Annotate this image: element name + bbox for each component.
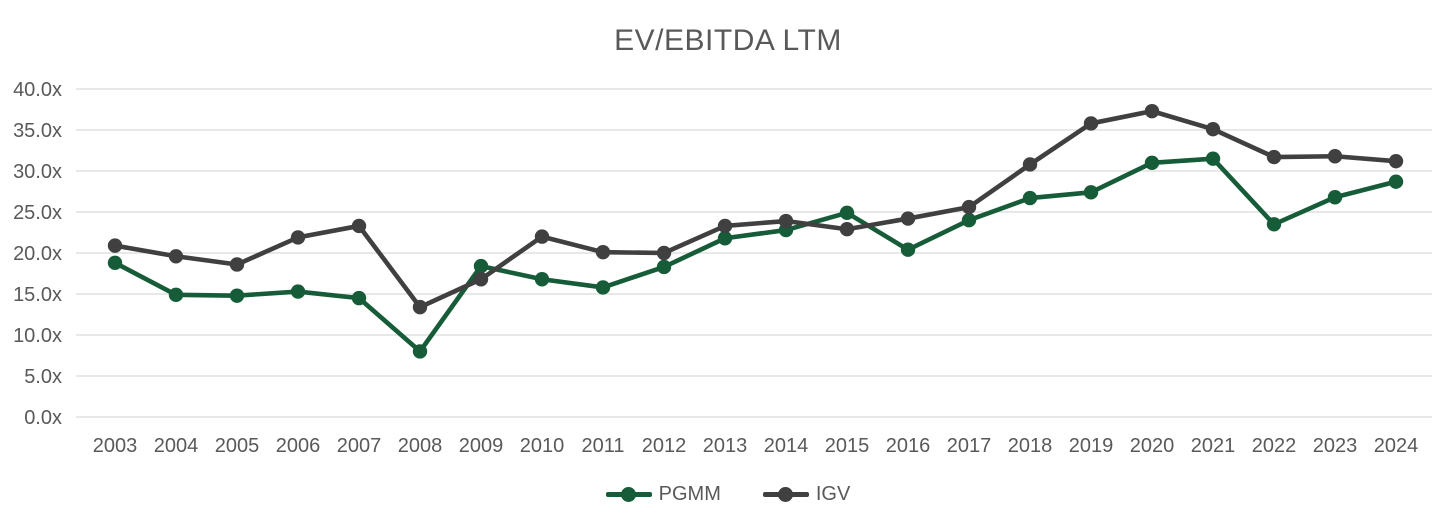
legend-marker-icon-pgmm <box>605 487 652 502</box>
y-axis-tick-label: 0.0x <box>24 407 62 429</box>
x-axis-tick-label: 2012 <box>642 435 687 457</box>
x-axis-tick-label: 2005 <box>215 435 260 457</box>
legend-dot-icon-igv <box>778 487 794 502</box>
x-axis-tick-label: 2021 <box>1191 435 1236 457</box>
y-axis-tick-label: 15.0x <box>13 284 62 306</box>
data-point-pgmm-2016 <box>900 242 916 257</box>
data-point-igv-2007 <box>351 218 367 234</box>
x-axis-tick-label: 2003 <box>93 435 138 457</box>
data-point-igv-2024 <box>1388 153 1404 169</box>
legend-item-pgmm: PGMM <box>605 483 721 506</box>
data-point-pgmm-2017 <box>961 213 977 228</box>
x-axis-tick-label: 2011 <box>581 435 624 457</box>
data-point-igv-2023 <box>1327 149 1343 164</box>
data-point-igv-2018 <box>1022 157 1038 172</box>
series-line-igv <box>112 108 1399 310</box>
data-point-igv-2008 <box>412 299 428 315</box>
x-axis-tick-label: 2023 <box>1313 435 1358 457</box>
data-point-pgmm-2011 <box>595 280 611 295</box>
data-point-pgmm-2024 <box>1388 174 1404 189</box>
data-point-pgmm-2021 <box>1205 151 1221 166</box>
x-axis-tick-label: 2016 <box>886 435 931 457</box>
y-axis-tick-label: 35.0x <box>13 120 62 142</box>
data-point-pgmm-2004 <box>168 287 184 303</box>
data-point-pgmm-2010 <box>534 272 550 287</box>
data-point-igv-2004 <box>168 249 184 264</box>
x-axis-tick-label: 2015 <box>825 435 870 457</box>
y-axis-tick-label: 20.0x <box>13 243 62 265</box>
data-point-igv-2021 <box>1205 121 1221 137</box>
data-point-igv-2022 <box>1266 149 1282 165</box>
data-point-igv-2016 <box>900 211 916 226</box>
data-point-pgmm-2005 <box>229 288 245 303</box>
data-point-pgmm-2006 <box>290 284 306 299</box>
data-point-pgmm-2023 <box>1327 190 1343 205</box>
legend-label-pgmm: PGMM <box>658 483 721 505</box>
data-point-pgmm-2013 <box>717 231 733 246</box>
data-point-pgmm-2019 <box>1083 185 1099 200</box>
y-axis-tick-label: 10.0x <box>13 325 62 347</box>
data-point-igv-2019 <box>1083 116 1099 131</box>
x-axis-tick-label: 2013 <box>703 435 748 457</box>
y-axis-tick-label: 40.0x <box>13 79 62 101</box>
data-point-pgmm-2022 <box>1266 217 1282 232</box>
y-axis-tick-label: 25.0x <box>13 202 62 224</box>
data-point-pgmm-2015 <box>839 205 855 221</box>
x-axis-tick-label: 2018 <box>1008 435 1053 457</box>
data-point-pgmm-2009 <box>473 258 489 274</box>
data-point-igv-2017 <box>961 199 977 215</box>
legend-item-igv: IGV <box>762 483 851 506</box>
data-point-pgmm-2007 <box>351 290 367 306</box>
y-axis-tick-label: 30.0x <box>13 161 62 183</box>
x-axis-tick-label: 2008 <box>398 435 443 457</box>
x-axis-tick-label: 2014 <box>764 435 809 457</box>
x-axis-tick-label: 2010 <box>520 435 565 457</box>
legend-label-igv: IGV <box>815 483 851 505</box>
x-axis-tick-label: 2017 <box>947 435 992 457</box>
x-axis-tick-label: 2022 <box>1252 435 1297 457</box>
data-point-igv-2020 <box>1144 103 1160 119</box>
x-axis-tick-label: 2006 <box>276 435 321 457</box>
x-axis-tick-label: 2024 <box>1374 435 1419 457</box>
data-point-pgmm-2003 <box>107 255 123 271</box>
x-axis-tick-label: 2007 <box>337 435 382 457</box>
x-axis-tick-label: 2020 <box>1130 435 1175 457</box>
chart-legend: PGMM IGV <box>0 483 1456 506</box>
data-point-igv-2006 <box>290 230 306 245</box>
data-point-igv-2011 <box>595 244 611 260</box>
data-point-igv-2005 <box>229 257 245 272</box>
chart-title: EV/EBITDA LTM <box>614 24 842 57</box>
series-line-pgmm <box>112 156 1399 354</box>
x-axis-tick-label: 2009 <box>459 435 504 457</box>
data-point-pgmm-2018 <box>1022 190 1038 206</box>
data-point-pgmm-2012 <box>656 259 672 275</box>
data-point-igv-2003 <box>107 238 123 253</box>
legend-dot-icon-pgmm <box>621 487 637 502</box>
y-axis-tick-label: 5.0x <box>24 366 62 388</box>
data-point-pgmm-2008 <box>412 344 428 359</box>
data-point-igv-2013 <box>717 218 733 234</box>
data-point-igv-2012 <box>656 245 672 261</box>
legend-marker-icon-igv <box>762 487 809 502</box>
x-axis-tick-label: 2004 <box>154 435 199 457</box>
data-point-igv-2014 <box>778 213 794 229</box>
data-point-igv-2015 <box>839 222 855 237</box>
data-point-pgmm-2020 <box>1144 155 1160 170</box>
x-axis-tick-label: 2019 <box>1069 435 1114 457</box>
data-point-igv-2010 <box>534 229 550 244</box>
data-point-igv-2009 <box>473 272 489 287</box>
